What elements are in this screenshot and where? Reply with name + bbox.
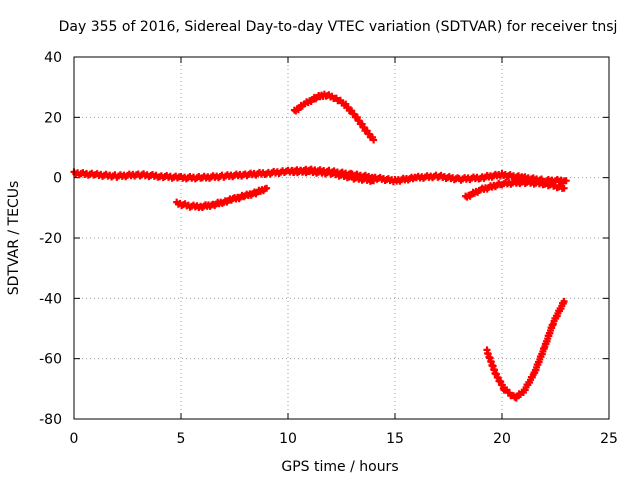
series-markers bbox=[288, 166, 378, 185]
x-axis-label: GPS time / hours bbox=[281, 459, 398, 475]
series-markers bbox=[173, 184, 271, 211]
series-markers bbox=[462, 177, 568, 201]
series-lower-arc bbox=[483, 297, 568, 402]
x-tick-label: 20 bbox=[493, 431, 511, 447]
series-upper-arc bbox=[290, 90, 378, 144]
y-tick-label: 40 bbox=[44, 50, 62, 66]
data-series bbox=[70, 90, 570, 402]
y-tick-label: 0 bbox=[53, 171, 62, 187]
x-tick-label: 5 bbox=[177, 431, 186, 447]
x-tick-label: 15 bbox=[386, 431, 404, 447]
x-tick-label: 10 bbox=[279, 431, 297, 447]
y-tick-label: -80 bbox=[39, 412, 62, 428]
plot-frame bbox=[73, 56, 610, 420]
y-tick-labels: -80 -60 -40 -20 0 20 40 bbox=[39, 50, 62, 428]
series-lower-band-1 bbox=[173, 184, 271, 211]
y-axis-label: SDTVAR / TECUs bbox=[6, 181, 22, 296]
y-tick-label: -60 bbox=[39, 352, 62, 368]
series-lower-band-3 bbox=[462, 177, 568, 201]
x-tick-labels: 0 5 10 15 20 25 bbox=[70, 431, 618, 447]
series-markers bbox=[290, 90, 378, 144]
x-tick-label: 0 bbox=[70, 431, 79, 447]
chart-title: Day 355 of 2016, Sidereal Day-to-day VTE… bbox=[59, 19, 618, 35]
series-markers bbox=[483, 297, 568, 402]
grid-lines bbox=[74, 57, 609, 419]
y-tick-label: -40 bbox=[39, 291, 62, 307]
y-tick-label: -20 bbox=[39, 231, 62, 247]
y-tick-label: 20 bbox=[44, 110, 62, 126]
x-tick-label: 25 bbox=[600, 431, 618, 447]
series-lower-band-2 bbox=[288, 166, 378, 185]
